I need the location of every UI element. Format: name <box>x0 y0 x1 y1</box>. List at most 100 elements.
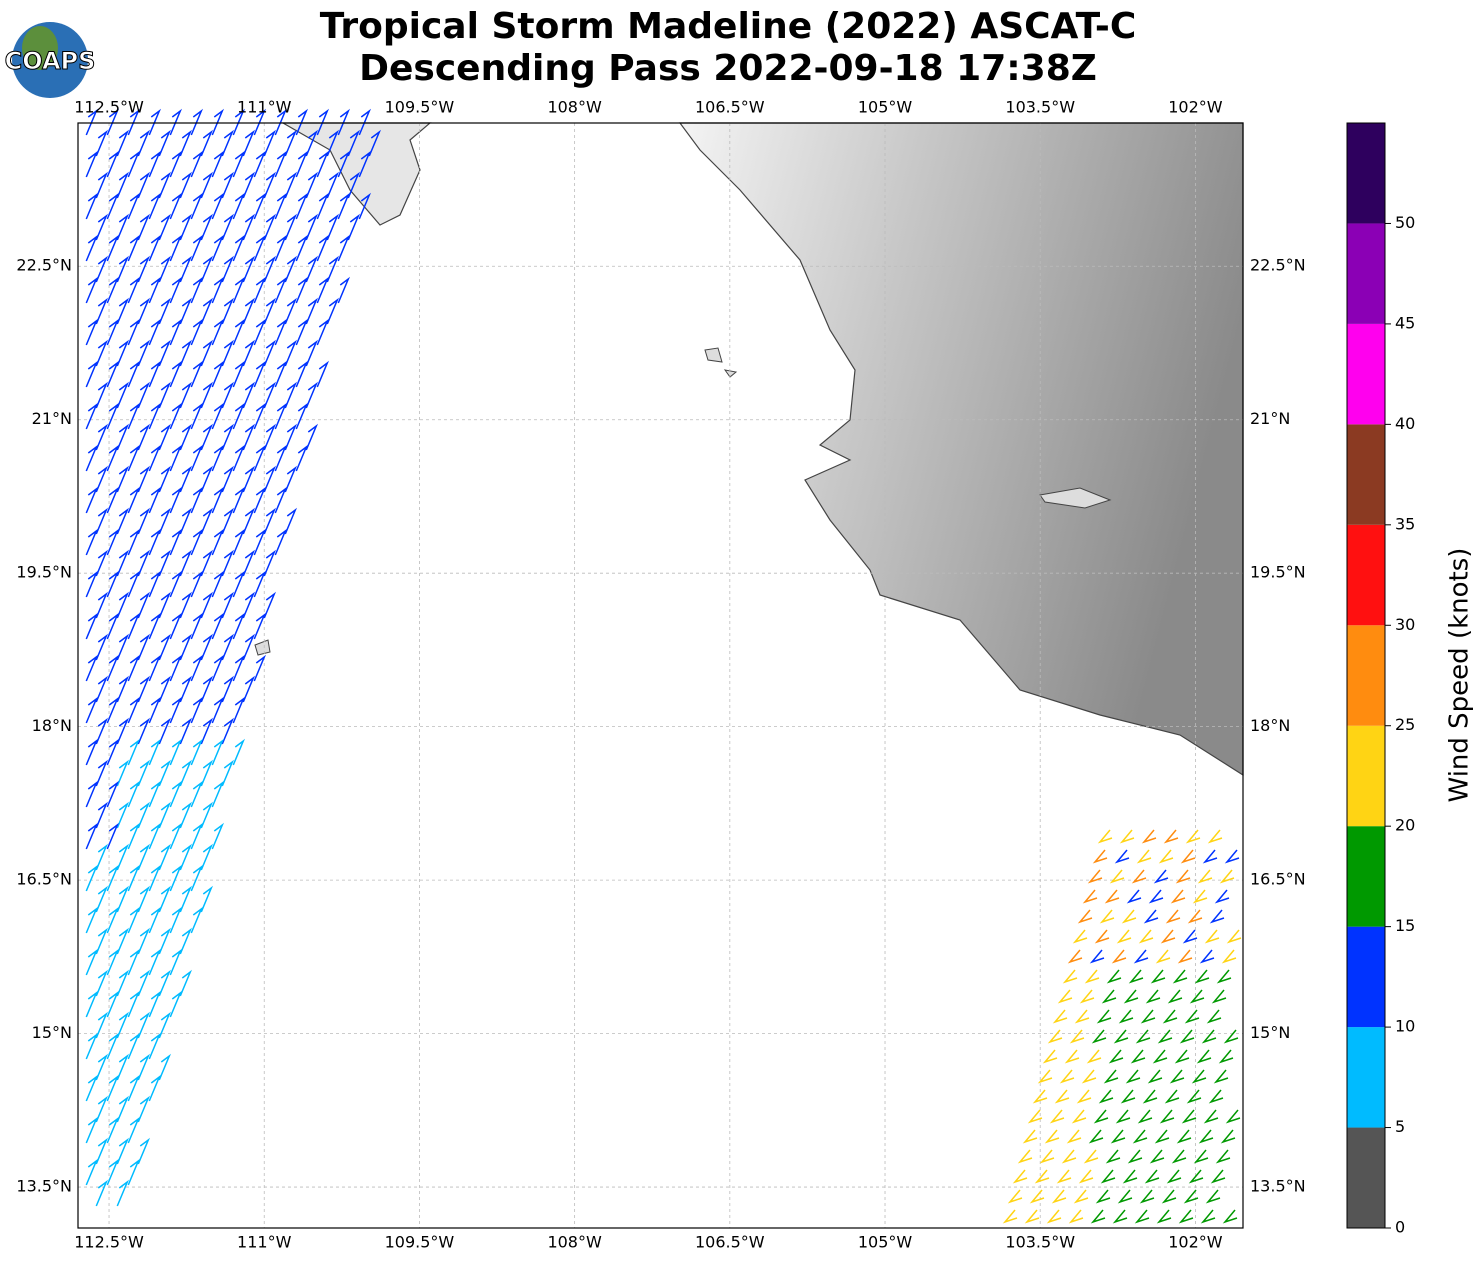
wind-barb <box>221 717 235 745</box>
wind-barb <box>106 402 120 430</box>
wind-barb <box>1204 929 1220 944</box>
wind-barb <box>95 297 109 325</box>
wind-barb <box>148 990 162 1018</box>
wind-barb <box>179 885 193 913</box>
wind-barb <box>211 486 225 514</box>
wind-barb <box>1066 1129 1082 1144</box>
colorbar-segment <box>1347 524 1385 626</box>
wind-barb <box>1077 909 1093 924</box>
wind-barb <box>179 717 193 745</box>
wind-barb <box>169 318 183 346</box>
wind-barb <box>232 738 246 766</box>
wind-barb <box>221 759 235 787</box>
wind-barb <box>158 549 172 577</box>
y-tick-label: 22.5°N <box>16 256 72 275</box>
wind-barb <box>106 1074 120 1102</box>
wind-barb <box>305 213 319 241</box>
wind-barb <box>137 1137 151 1165</box>
wind-barb <box>127 1074 141 1102</box>
wind-barb <box>95 675 109 703</box>
wind-barb <box>263 129 277 157</box>
wind-barb <box>1159 1109 1175 1124</box>
wind-barb <box>127 1032 141 1060</box>
wind-barb <box>137 423 151 451</box>
wind-barb <box>116 129 130 157</box>
wind-barb <box>295 192 309 220</box>
wind-barb <box>221 423 235 451</box>
wind-barb <box>1071 1109 1087 1124</box>
wind-barb <box>263 297 277 325</box>
wind-barb <box>158 423 172 451</box>
wind-barb <box>95 465 109 493</box>
logo-land <box>22 26 58 70</box>
y-tick-label: 21°N <box>1250 409 1290 428</box>
wind-barb <box>148 486 162 514</box>
wind-barb <box>263 507 277 535</box>
wind-barb <box>169 822 183 850</box>
wind-barb <box>1208 1089 1224 1104</box>
wind-barb <box>85 1158 99 1186</box>
wind-barb <box>263 423 277 451</box>
wind-barb <box>106 612 120 640</box>
wind-barb <box>85 906 99 934</box>
wind-barb <box>295 318 309 346</box>
wind-barb <box>1091 1029 1107 1044</box>
wind-barb <box>1029 1189 1045 1204</box>
wind-barb <box>1201 1029 1217 1044</box>
wind-barb <box>148 822 162 850</box>
wind-barb <box>158 885 172 913</box>
wind-barb <box>158 675 172 703</box>
wind-barb <box>1150 969 1166 984</box>
wind-barb <box>116 549 130 577</box>
colorbar-tick-label: 15 <box>1395 916 1415 935</box>
wind-barb <box>200 885 214 913</box>
wind-barb <box>200 633 214 661</box>
wind-barb <box>1179 1029 1195 1044</box>
logo-text: COAPS <box>5 47 96 75</box>
wind-barb <box>158 759 172 787</box>
x-tick-label: 102°W <box>1168 98 1223 117</box>
wind-barb <box>1118 1009 1134 1024</box>
wind-barb <box>337 276 351 304</box>
wind-barb <box>116 1179 130 1207</box>
wind-barb <box>169 654 183 682</box>
wind-barb <box>1222 1209 1238 1224</box>
wind-barb <box>169 402 183 430</box>
wind-barb <box>95 1179 109 1207</box>
wind-barb <box>1182 929 1198 944</box>
wind-barb <box>1199 949 1215 964</box>
wind-barb <box>1097 829 1113 844</box>
x-tick-label: 111°W <box>237 1233 292 1252</box>
wind-barb <box>200 129 214 157</box>
wind-barb <box>1109 869 1125 884</box>
wind-barb <box>242 381 256 409</box>
wind-barb <box>200 339 214 367</box>
wind-barb <box>190 486 204 514</box>
wind-barb <box>190 318 204 346</box>
wind-barb <box>85 486 99 514</box>
wind-barb <box>106 234 120 262</box>
wind-barb <box>116 885 130 913</box>
wind-barb <box>211 570 225 598</box>
wind-barb <box>106 696 120 724</box>
wind-barb <box>179 339 193 367</box>
wind-barb <box>169 486 183 514</box>
wind-barb <box>232 486 246 514</box>
wind-barb <box>242 465 256 493</box>
y-tick-label: 15°N <box>32 1023 72 1042</box>
wind-barb <box>137 339 151 367</box>
wind-barb <box>95 423 109 451</box>
wind-barb <box>211 402 225 430</box>
wind-barb <box>253 528 267 556</box>
wind-barb <box>211 528 225 556</box>
wind-barb <box>232 234 246 262</box>
wind-barb <box>284 423 298 451</box>
wind-barb <box>1214 889 1230 904</box>
wind-barb <box>305 423 319 451</box>
wind-barb <box>1152 1049 1168 1064</box>
wind-barb <box>158 969 172 997</box>
wind-barb <box>1194 969 1210 984</box>
wind-barb <box>242 297 256 325</box>
wind-barb <box>179 465 193 493</box>
wind-barb <box>1054 1089 1070 1104</box>
